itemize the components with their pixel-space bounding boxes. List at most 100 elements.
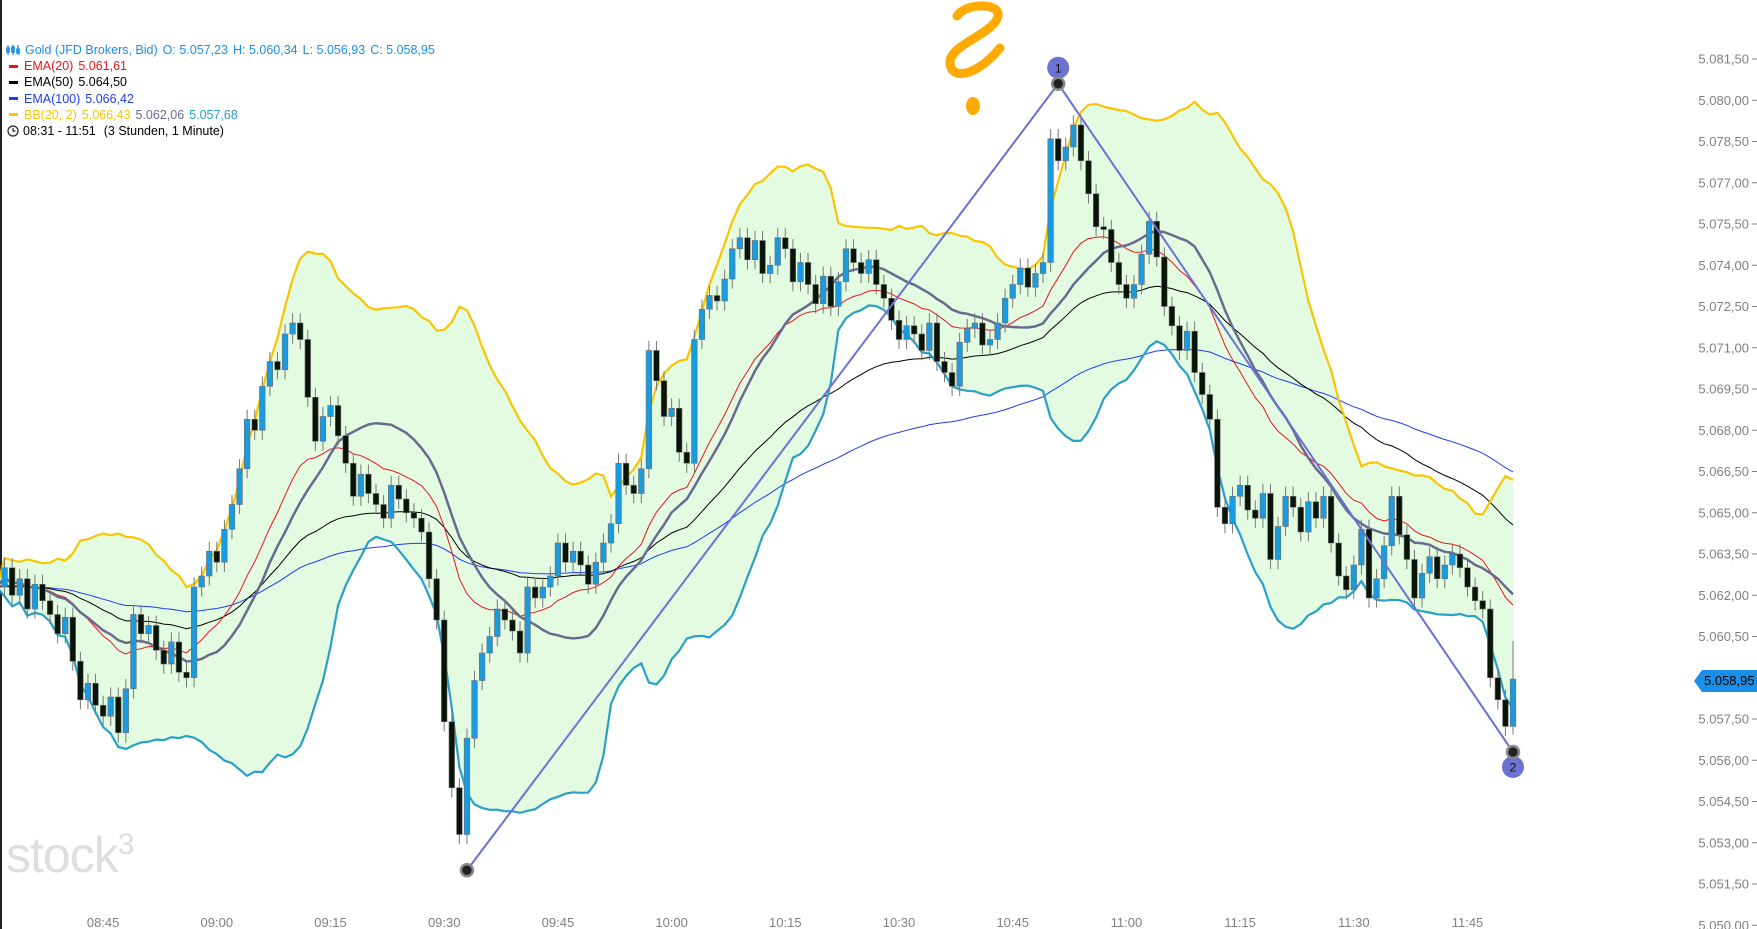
- candle-down: [395, 484, 402, 500]
- candle-down: [1024, 267, 1031, 288]
- candle-down: [676, 407, 683, 453]
- candle-up: [539, 586, 546, 599]
- candle-up: [1426, 556, 1433, 574]
- candle-up: [1138, 253, 1145, 285]
- candle-down: [418, 517, 425, 533]
- candle-up: [494, 608, 501, 637]
- candle-up: [547, 575, 554, 588]
- candle-down: [410, 512, 418, 519]
- candle-down: [1312, 501, 1320, 519]
- legend-instrument[interactable]: Gold (JFD Brokers, Bid) O: 5.057,23 H: 5…: [6, 42, 435, 58]
- candle-down: [1267, 493, 1274, 560]
- price-tick-label: 5.063,50: [1698, 547, 1749, 562]
- open-value: O: 5.057,23: [162, 43, 228, 57]
- candle-up: [751, 240, 759, 261]
- candle-down: [115, 696, 122, 734]
- candle-up: [865, 259, 872, 274]
- candle-up: [1130, 284, 1138, 299]
- price-tick-label: 5.051,50: [1698, 877, 1749, 892]
- high-value: H: 5.060,34: [233, 43, 298, 57]
- candle-down: [213, 550, 220, 563]
- time-tick-label: 09:45: [542, 915, 575, 929]
- candle-down: [54, 614, 61, 635]
- candle-up: [1373, 578, 1380, 599]
- candle-up: [736, 237, 743, 250]
- ema50-swatch: [9, 81, 18, 84]
- candle-down: [759, 240, 766, 274]
- candle-down: [312, 396, 319, 442]
- candle-up: [1320, 495, 1327, 519]
- legend-ema100[interactable]: EMA(100) 5.066,42: [6, 91, 435, 107]
- candle-up: [228, 504, 236, 530]
- candle-up: [1350, 564, 1357, 591]
- candle-down: [1153, 220, 1160, 258]
- candle-up: [1388, 495, 1395, 547]
- candle-down: [1456, 553, 1464, 569]
- candle-up: [107, 696, 114, 717]
- candle-down: [1487, 608, 1494, 679]
- candle-down: [509, 619, 516, 632]
- candle-down: [1335, 542, 1342, 577]
- candle-down: [1115, 262, 1122, 285]
- candle-up: [926, 322, 933, 351]
- candle-up: [221, 528, 228, 563]
- candle-down: [441, 619, 448, 723]
- candle-down: [1472, 586, 1479, 602]
- candle-down: [1168, 306, 1175, 327]
- candle-down: [1085, 160, 1092, 195]
- candle-down: [827, 275, 834, 307]
- price-tick-label: 5.071,00: [1698, 340, 1749, 355]
- candle-down: [713, 295, 721, 302]
- candle-up: [668, 407, 675, 417]
- candle-up: [820, 275, 827, 305]
- candle-up: [259, 385, 266, 431]
- candle-down: [1077, 124, 1085, 162]
- time-tick-label: 09:30: [428, 915, 461, 929]
- time-range: 08:31 - 11:51: [23, 124, 96, 139]
- candle-up: [638, 468, 645, 494]
- candle-down: [456, 787, 463, 835]
- candle-down: [1123, 284, 1130, 299]
- instrument-name: Gold (JFD Brokers, Bid): [25, 43, 158, 57]
- candle-up: [486, 636, 493, 654]
- chart-legend: Gold (JFD Brokers, Bid) O: 5.057,23 H: 5…: [6, 42, 435, 139]
- candle-up: [964, 328, 971, 343]
- candle-down: [274, 361, 281, 371]
- candle-down: [9, 567, 16, 596]
- candle-up: [206, 550, 213, 577]
- candle-down: [1327, 495, 1335, 544]
- chart-left-border: [0, 0, 2, 929]
- candle-down: [350, 462, 357, 497]
- logo-sup: 3: [117, 828, 135, 861]
- candle-down: [372, 493, 380, 505]
- time-tick-label: 11:45: [1452, 915, 1484, 929]
- ema50-value: 5.064,50: [78, 75, 127, 90]
- candle-down: [1161, 256, 1168, 307]
- candle-down: [46, 600, 54, 615]
- candle-down: [1214, 418, 1221, 508]
- candle-up: [607, 523, 615, 544]
- legend-ema50[interactable]: EMA(50) 5.064,50: [6, 74, 435, 90]
- candle-down: [251, 418, 258, 431]
- point-label-badge: [1502, 756, 1524, 778]
- candle-down: [1221, 506, 1229, 525]
- price-tick-label: 5.074,00: [1698, 258, 1749, 273]
- legend-ema20[interactable]: EMA(20) 5.061,61: [6, 58, 435, 74]
- candle-down: [782, 237, 789, 250]
- candle-up: [471, 680, 478, 739]
- question-mark-dot: [966, 97, 980, 115]
- legend-bb[interactable]: BB(20, 2) 5.066,43 5.062,06 5.057,68: [6, 107, 435, 123]
- candle-up: [1032, 273, 1039, 288]
- time-tick-label: 10:15: [769, 915, 802, 929]
- candle-down: [1290, 495, 1297, 508]
- candle-up: [721, 278, 728, 302]
- price-tick-label: 5.065,00: [1698, 505, 1749, 520]
- candle-up: [1039, 262, 1047, 274]
- bb-upper-value: 5.066,43: [81, 107, 131, 122]
- candle-down: [623, 462, 630, 486]
- candle-up: [198, 575, 205, 588]
- candle-down: [1055, 138, 1062, 162]
- candle-up: [569, 550, 577, 563]
- ema50-label: EMA(50): [24, 75, 74, 90]
